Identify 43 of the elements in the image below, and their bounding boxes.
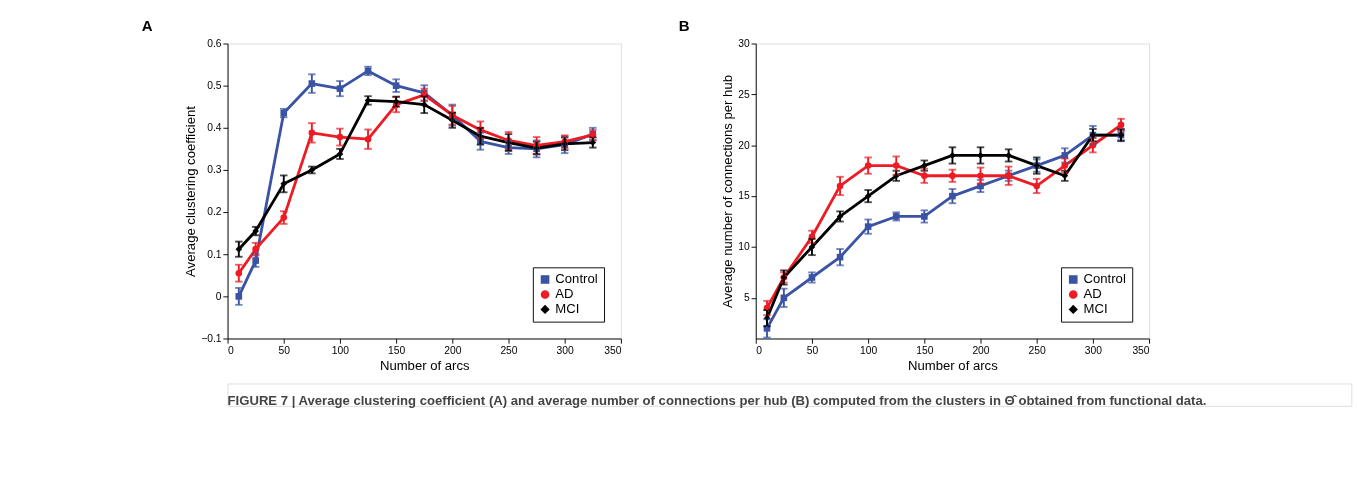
x-tick-label: 100 [331,344,350,356]
y-tick-label: 20 [738,139,750,151]
x-tick-label: 350 [604,344,622,356]
x-tick-label: 200 [972,344,990,356]
caption: FIGURE 7 | Average clustering coefficient (A) and average number of connections per hub (B) computed from the clusters in Θ̂ obtained from functional data. [227,393,1207,409]
legend-label: MCI [1083,301,1108,317]
x-tick-label: 350 [1132,344,1150,356]
y-tick-label: 25 [738,88,750,100]
x-axis-title: Number of arcs [908,357,999,373]
x-tick-label: 0 [228,344,235,356]
x-axis-title: Number of arcs [379,357,470,373]
chart-title: B [678,17,690,35]
y-tick-label: 0.5 [207,79,222,91]
y-axis-title: Average clustering coefficient [182,105,198,277]
y-tick-label: 5 [743,292,750,304]
y-tick-label: 0.3 [207,164,222,176]
x-tick-label: 300 [1084,344,1103,356]
y-tick-label: 0.4 [207,122,222,134]
legend-label: AD [555,286,574,302]
x-tick-label: 250 [500,344,518,356]
chart-title: A [141,17,153,35]
legend-label: MCI [555,301,580,317]
x-tick-label: 200 [444,344,462,356]
y-tick-label: −0.1 [201,332,222,344]
x-tick-label: 100 [860,344,878,356]
y-tick-label: 0.1 [207,248,222,260]
y-tick-label: 30 [738,37,750,49]
y-tick-label: 0 [215,290,222,302]
y-tick-label: 10 [738,241,750,253]
x-tick-label: 50 [278,344,291,356]
y-tick-label: 0.6 [207,37,222,49]
x-tick-label: 50 [806,344,819,356]
legend-label: Control [1083,271,1126,287]
legend-label: AD [1083,286,1102,302]
y-tick-label: 0.2 [207,206,222,218]
y-axis-title: Average number of connections per hub [719,75,735,308]
x-tick-label: 250 [1028,344,1047,356]
x-tick-label: 150 [916,344,934,356]
legend-label: Control [555,271,598,287]
y-tick-label: 15 [738,190,750,202]
x-tick-label: 300 [556,344,575,356]
x-tick-label: 0 [756,344,763,356]
x-tick-label: 150 [388,344,406,356]
